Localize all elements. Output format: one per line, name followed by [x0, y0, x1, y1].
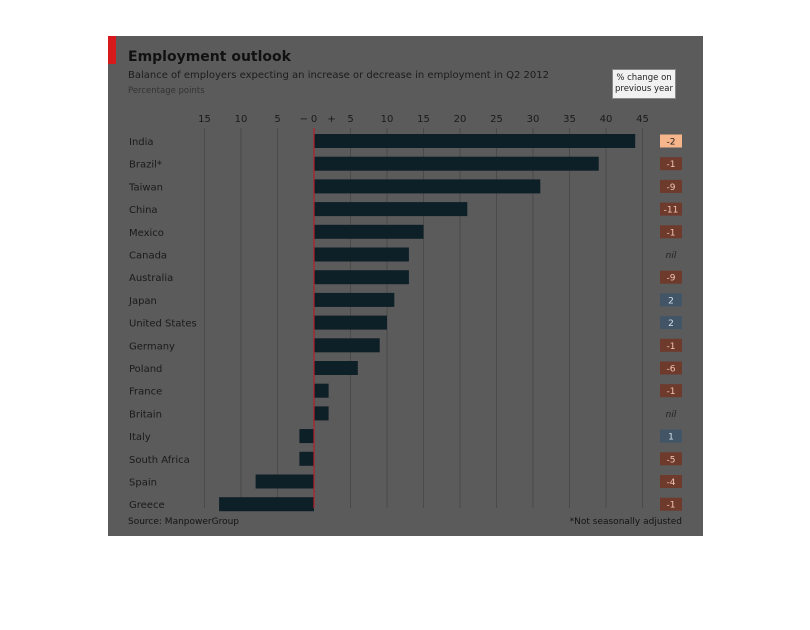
change-box — [660, 157, 682, 171]
change-value: 2 — [668, 296, 674, 306]
bar — [314, 292, 395, 307]
change-value: -1 — [667, 160, 676, 170]
x-tick-label: 10 — [235, 114, 248, 125]
x-tick-label: 45 — [636, 114, 649, 125]
change-box — [660, 429, 682, 443]
bar — [314, 179, 541, 194]
change-value: -1 — [667, 342, 676, 352]
change-box — [660, 452, 682, 466]
x-tick-label: 15 — [417, 114, 430, 125]
x-tick-label: 30 — [527, 114, 540, 125]
change-box — [660, 270, 682, 284]
change-header-line-1: % change on — [616, 73, 672, 83]
change-value: -9 — [667, 183, 676, 193]
x-tick-label: 40 — [600, 114, 613, 125]
chart-subtitle: Balance of employers expecting an increa… — [128, 70, 549, 81]
bar — [314, 202, 468, 217]
bar — [299, 429, 314, 444]
bar — [314, 406, 329, 421]
x-tick-label: 10 — [381, 114, 394, 125]
category-label: China — [129, 205, 158, 216]
bar — [219, 497, 314, 512]
change-value: -1 — [667, 387, 676, 397]
category-label: United States — [129, 319, 197, 330]
change-box — [660, 225, 682, 239]
change-box — [660, 134, 682, 148]
x-tick-label: 25 — [490, 114, 503, 125]
bar — [314, 361, 358, 375]
bar — [314, 156, 599, 171]
change-column-header: % change on previous year — [612, 69, 676, 99]
change-value: nil — [666, 251, 677, 261]
bar — [314, 134, 636, 148]
units-label: Percentage points — [128, 86, 205, 96]
x-tick-label: 35 — [563, 114, 576, 125]
x-tick-label: 20 — [454, 114, 467, 125]
change-box — [660, 293, 682, 307]
category-label: Italy — [129, 432, 151, 443]
source-note: Source: ManpowerGroup — [128, 517, 240, 527]
change-box — [660, 202, 682, 216]
change-box — [660, 361, 682, 375]
category-label: Spain — [129, 478, 157, 489]
change-box — [660, 475, 682, 488]
change-box — [660, 497, 682, 511]
x-tick-label: 15 — [198, 114, 211, 125]
x-tick-label: 5 — [274, 114, 280, 125]
change-value: -11 — [664, 206, 679, 216]
category-label: Britain — [129, 409, 162, 420]
bar — [299, 451, 314, 466]
category-label: Greece — [129, 500, 165, 511]
category-label: Canada — [129, 251, 167, 262]
change-box — [660, 338, 682, 352]
change-header-line-2: previous year — [614, 84, 673, 94]
category-label: India — [129, 137, 154, 148]
chart-panel: Employment outlook Balance of employers … — [108, 36, 703, 536]
category-label: Poland — [129, 364, 162, 375]
bar — [314, 247, 409, 262]
minus-marker: − — [300, 114, 308, 125]
bar — [255, 474, 314, 489]
chart-title: Employment outlook — [128, 49, 291, 65]
category-label: Germany — [129, 341, 175, 352]
change-box — [660, 179, 682, 193]
change-value: -1 — [667, 228, 676, 238]
change-box — [660, 384, 682, 398]
category-label: Mexico — [129, 228, 164, 239]
change-value: -4 — [667, 478, 676, 488]
x-tick-label: 0 — [311, 114, 317, 125]
bar — [314, 270, 409, 285]
category-label: Australia — [129, 273, 173, 284]
bar — [314, 315, 387, 330]
change-box — [660, 316, 682, 330]
change-value: -6 — [667, 365, 676, 375]
change-value: -5 — [667, 455, 676, 465]
bar — [314, 338, 380, 353]
category-label: Taiwan — [128, 182, 163, 193]
bar — [314, 224, 424, 239]
footnote: *Not seasonally adjusted — [569, 517, 682, 527]
category-label: South Africa — [129, 455, 190, 466]
change-value: 2 — [668, 319, 674, 329]
brand-tag — [108, 36, 116, 64]
bar-chart: 15 10 5 0 5 10 15 20 25 30 35 40 45 − + India -2 Brazil* -… — [128, 114, 682, 512]
category-label: Brazil* — [129, 160, 162, 171]
category-label: Japan — [128, 296, 157, 307]
change-value: nil — [666, 410, 677, 420]
bar — [314, 383, 329, 398]
category-label: France — [129, 387, 162, 398]
change-value: 1 — [668, 433, 674, 443]
change-value: -2 — [667, 138, 676, 148]
plus-marker: + — [327, 114, 335, 125]
change-value: -9 — [667, 274, 676, 284]
change-value: -1 — [667, 501, 676, 511]
x-tick-label: 5 — [347, 114, 353, 125]
